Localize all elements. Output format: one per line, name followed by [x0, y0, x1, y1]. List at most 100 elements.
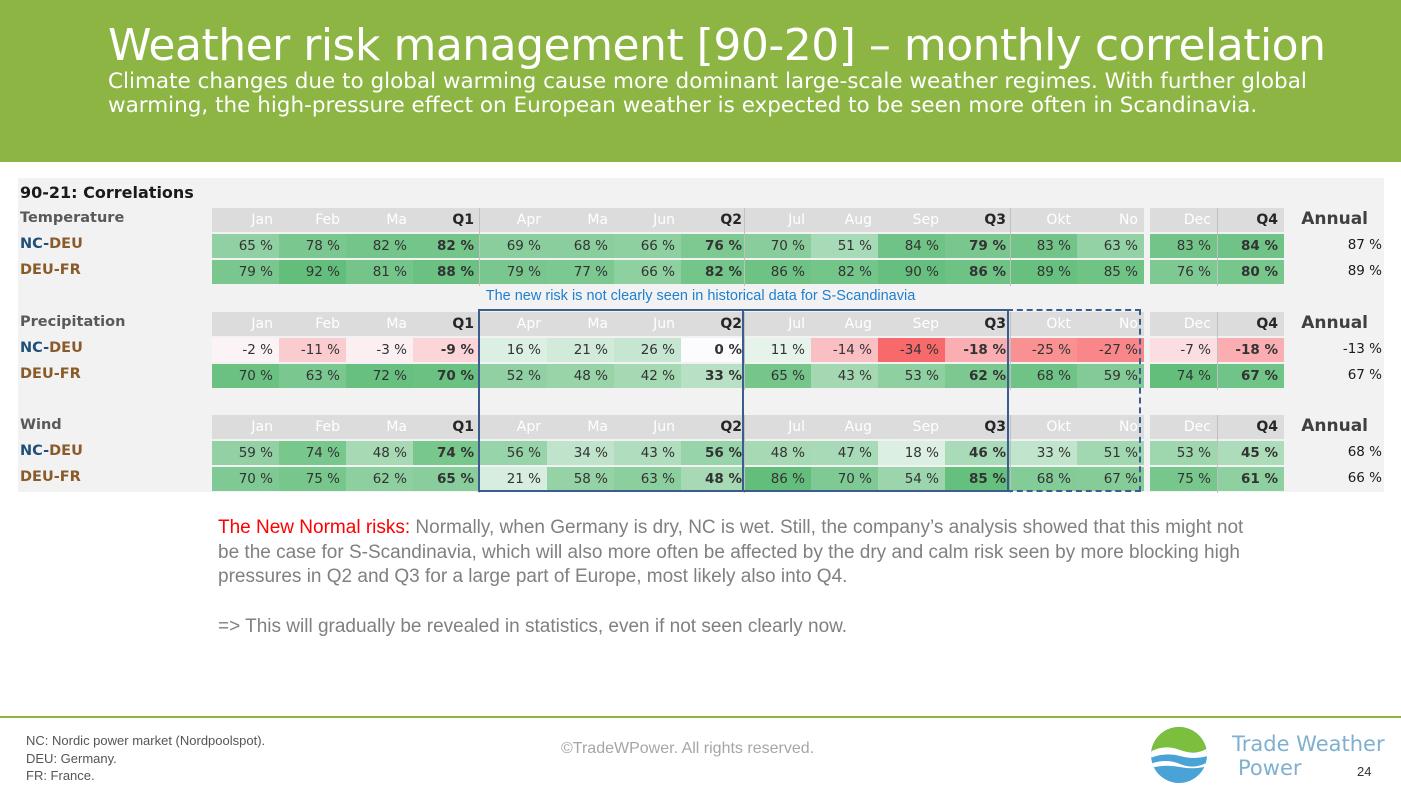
- column-header: Ma: [346, 415, 413, 439]
- correlation-cell: 63 %: [614, 467, 681, 491]
- body-text: Normally, when Germany is dry, NC is wet…: [218, 517, 1244, 587]
- header-banner: Weather risk management [90-20] – monthl…: [0, 0, 1401, 162]
- annual-header: Annual: [1301, 313, 1368, 333]
- correlation-cell: 70 %: [811, 467, 878, 491]
- quarter-separator: [1217, 415, 1218, 493]
- column-header: Aug: [811, 312, 878, 336]
- section-label-precipitation: Precipitation: [20, 314, 126, 330]
- table-note: The new risk is not clearly seen in hist…: [485, 288, 916, 304]
- annual-value: 67 %: [1347, 367, 1382, 383]
- correlation-cell: -27 %: [1077, 338, 1144, 362]
- correlation-cell: 83 %: [1010, 234, 1077, 258]
- correlation-cell: 80 %: [1217, 260, 1284, 284]
- column-header: Feb: [279, 208, 346, 232]
- correlation-cell: 86 %: [744, 260, 811, 284]
- correlation-cell: -2 %: [212, 338, 279, 362]
- label-dash: -: [43, 236, 50, 252]
- correlation-cell: 88 %: [413, 260, 480, 284]
- page-number: 24: [1357, 764, 1372, 779]
- quarter-separator: [1217, 312, 1218, 390]
- column-header: Q1: [413, 208, 480, 232]
- column-header: Okt: [1010, 415, 1077, 439]
- correlation-cell: -9 %: [413, 338, 480, 362]
- brand-line-2: Power: [1238, 756, 1302, 780]
- correlation-cell: 68 %: [547, 234, 614, 258]
- column-header: Q4: [1217, 415, 1284, 439]
- column-header: Ma: [346, 312, 413, 336]
- quarter-separator: [1010, 208, 1011, 286]
- correlation-cell: 72 %: [346, 364, 413, 388]
- column-header: Sep: [878, 312, 945, 336]
- correlation-cell: 86 %: [744, 467, 811, 491]
- correlation-cell: 47 %: [811, 441, 878, 465]
- correlation-cell: 79 %: [212, 260, 279, 284]
- column-header: Ma: [547, 208, 614, 232]
- body-paragraph: The New Normal risks: Normally, when Ger…: [218, 516, 1258, 590]
- column-header: Feb: [279, 312, 346, 336]
- quarter-separator: [1010, 312, 1011, 390]
- correlation-cell: 62 %: [346, 467, 413, 491]
- correlation-cell: 51 %: [1077, 441, 1144, 465]
- quarter-separator: [1217, 208, 1218, 286]
- label-deu: DEU: [49, 443, 83, 459]
- label-dash: -: [43, 340, 50, 356]
- annual-value: -13 %: [1342, 341, 1382, 357]
- label-deu: DEU: [20, 366, 54, 382]
- correlation-cell: 70 %: [413, 364, 480, 388]
- annual-value: 68 %: [1347, 444, 1382, 460]
- correlation-cell: 46 %: [945, 441, 1012, 465]
- row-label-deu-fr: DEU-FR: [20, 469, 81, 485]
- correlation-cell: 82 %: [681, 260, 748, 284]
- correlation-cell: 92 %: [279, 260, 346, 284]
- column-header: No: [1077, 312, 1144, 336]
- annual-header: Annual: [1301, 209, 1368, 229]
- quarter-separator: [744, 208, 745, 286]
- column-header: Q3: [945, 415, 1012, 439]
- correlation-cell: 86 %: [945, 260, 1012, 284]
- column-header: Jan: [212, 208, 279, 232]
- label-fr: FR: [59, 366, 81, 382]
- column-header: Apr: [480, 208, 547, 232]
- correlation-cell: 34 %: [547, 441, 614, 465]
- correlation-cell: 79 %: [480, 260, 547, 284]
- correlation-cell: 68 %: [1010, 467, 1077, 491]
- correlation-cell: 82 %: [346, 234, 413, 258]
- correlation-cell: 67 %: [1077, 467, 1144, 491]
- column-header: Jun: [614, 415, 681, 439]
- quarter-separator: [744, 312, 745, 390]
- correlation-cell: 82 %: [811, 260, 878, 284]
- label-deu: DEU: [49, 236, 83, 252]
- annual-value: 87 %: [1347, 237, 1382, 253]
- column-header: Jul: [744, 208, 811, 232]
- correlation-cell: 42 %: [614, 364, 681, 388]
- column-header: Q4: [1217, 312, 1284, 336]
- correlation-cell: 61 %: [1217, 467, 1284, 491]
- annual-value: 89 %: [1347, 263, 1382, 279]
- correlation-cell: 63 %: [279, 364, 346, 388]
- section-label-wind: Wind: [20, 417, 62, 433]
- q4-dashed-box: [1007, 309, 1141, 492]
- column-header: Q2: [681, 415, 748, 439]
- correlation-cell: 58 %: [547, 467, 614, 491]
- correlation-cell: 85 %: [945, 467, 1012, 491]
- column-header: Jun: [614, 312, 681, 336]
- correlation-cell: 76 %: [681, 234, 748, 258]
- correlation-cell: 53 %: [1150, 441, 1217, 465]
- label-deu: DEU: [49, 340, 83, 356]
- correlation-cell: 52 %: [480, 364, 547, 388]
- correlation-cell: 63 %: [1077, 234, 1144, 258]
- correlation-cell: 66 %: [614, 234, 681, 258]
- correlation-cell: 75 %: [279, 467, 346, 491]
- copyright-text: ©TradeWPower. All rights reserved.: [561, 740, 815, 757]
- column-header: Feb: [279, 415, 346, 439]
- row-label-nc-deu: NC-DEU: [20, 443, 83, 459]
- row-label-nc-deu: NC-DEU: [20, 340, 83, 356]
- brand-line-1: Trade Weather: [1232, 732, 1385, 756]
- quarter-separator: [1010, 415, 1011, 493]
- correlation-cell: 84 %: [878, 234, 945, 258]
- correlation-cell: -18 %: [945, 338, 1012, 362]
- column-header: Jun: [614, 208, 681, 232]
- correlation-cell: 59 %: [212, 441, 279, 465]
- label-dash: -: [53, 262, 60, 278]
- column-header: Jan: [212, 312, 279, 336]
